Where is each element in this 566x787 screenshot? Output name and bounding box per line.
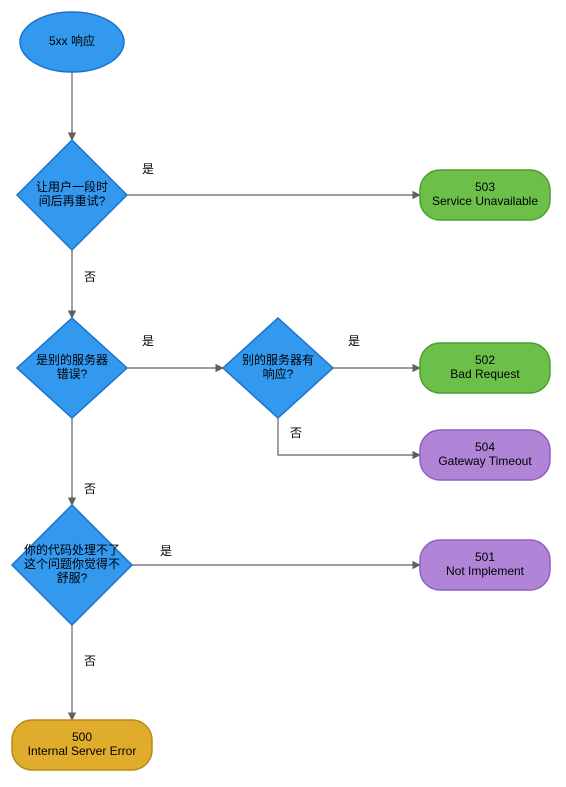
node-r504: 504Gateway Timeout xyxy=(420,430,550,480)
edge-label-e_d3_r504: 否 xyxy=(290,426,302,440)
node-d2: 是别的服务器错误? xyxy=(17,318,127,418)
node-text-r500-0: 500 xyxy=(72,730,92,744)
node-text-r501-1: Not Implement xyxy=(446,564,525,578)
node-text-r502-0: 502 xyxy=(475,353,495,367)
node-d3: 别的服务器有响应? xyxy=(223,318,333,418)
node-r501: 501Not Implement xyxy=(420,540,550,590)
node-text-d4-0: 你的代码处理不了 xyxy=(24,542,120,557)
edge-label-e_d1_d2: 否 xyxy=(84,270,96,284)
node-r502: 502Bad Request xyxy=(420,343,550,393)
node-text-d4-2: 舒服? xyxy=(57,571,88,585)
edge-label-e_d4_r501: 是 xyxy=(160,544,172,558)
node-d1: 让用户一段时间后再重试? xyxy=(17,140,127,250)
node-text-d3-1: 响应? xyxy=(263,366,294,381)
node-r503: 503Service Unavailable xyxy=(420,170,550,220)
node-text-r503-1: Service Unavailable xyxy=(432,194,538,208)
edge-label-e_d3_r502: 是 xyxy=(348,334,360,348)
node-text-start-0: 5xx 响应 xyxy=(49,33,95,48)
node-text-r501-0: 501 xyxy=(475,550,495,564)
node-r500: 500Internal Server Error xyxy=(12,720,152,770)
node-text-d1-0: 让用户一段时 xyxy=(36,179,108,194)
node-text-r502-1: Bad Request xyxy=(450,367,520,381)
node-text-r503-0: 503 xyxy=(475,180,495,194)
flowchart-diagram: 是否是是否否是否5xx 响应让用户一段时间后再重试?是别的服务器错误?别的服务器… xyxy=(0,0,566,787)
node-text-d4-1: 这个问题你觉得不 xyxy=(24,556,120,571)
node-text-d2-0: 是别的服务器 xyxy=(36,352,108,367)
node-text-d1-1: 间后再重试? xyxy=(39,193,106,208)
edge-label-e_d4_r500: 否 xyxy=(84,654,96,668)
node-text-d2-1: 错误? xyxy=(57,367,88,381)
edge-label-e_d1_r503: 是 xyxy=(142,162,154,176)
node-start: 5xx 响应 xyxy=(20,12,124,72)
edges-layer: 是否是是否否是否 xyxy=(72,72,420,720)
edge-label-e_d2_d3: 是 xyxy=(142,334,154,348)
node-text-r500-1: Internal Server Error xyxy=(28,744,137,758)
node-text-d3-0: 别的服务器有 xyxy=(242,352,314,367)
edge-label-e_d2_d4: 否 xyxy=(84,482,96,496)
node-d4: 你的代码处理不了这个问题你觉得不舒服? xyxy=(12,505,132,625)
node-text-r504-1: Gateway Timeout xyxy=(438,454,532,468)
node-text-r504-0: 504 xyxy=(475,440,495,454)
